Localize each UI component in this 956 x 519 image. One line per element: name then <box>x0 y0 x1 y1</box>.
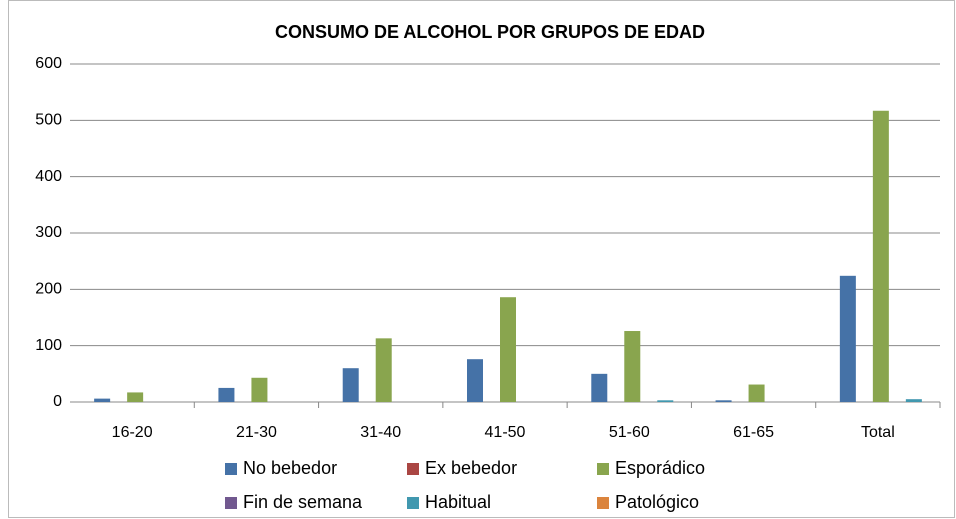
legend-swatch <box>407 497 419 509</box>
x-tick-label: 21-30 <box>236 424 277 441</box>
legend-swatch <box>225 497 237 509</box>
legend-label: Ex bebedor <box>425 458 517 478</box>
y-tick-label: 0 <box>53 393 62 410</box>
legend-swatch <box>597 463 609 475</box>
bar <box>715 400 732 402</box>
x-tick-label: 51-60 <box>609 424 650 441</box>
x-tick-label: 41-50 <box>485 424 526 441</box>
bar <box>872 110 889 403</box>
bar <box>467 359 483 402</box>
x-tick-label: 16-20 <box>112 424 153 441</box>
bar <box>905 399 922 402</box>
bar <box>748 384 765 402</box>
y-tick-label: 600 <box>35 55 62 72</box>
legend-label: Esporádico <box>615 458 705 478</box>
y-tick-label: 200 <box>35 281 62 298</box>
legend-label: No bebedor <box>243 458 337 478</box>
bar <box>94 398 111 402</box>
bar <box>657 400 674 402</box>
bar <box>624 331 641 402</box>
bar <box>375 338 392 402</box>
bar <box>218 387 235 402</box>
bar <box>500 297 516 402</box>
y-tick-label: 300 <box>35 224 62 241</box>
bar <box>591 373 608 402</box>
chart-title: CONSUMO DE ALCOHOL POR GRUPOS DE EDAD <box>275 22 705 42</box>
legend-swatch <box>597 497 609 509</box>
legend-swatch <box>225 463 237 475</box>
legend-label: Fin de semana <box>243 492 363 512</box>
y-tick-label: 500 <box>35 112 62 129</box>
bar <box>251 377 268 402</box>
bar <box>839 275 856 402</box>
x-tick-label: 31-40 <box>360 424 401 441</box>
bar <box>127 392 144 402</box>
bar <box>342 368 359 402</box>
x-tick-label: 61-65 <box>733 424 774 441</box>
x-tick-label: Total <box>861 424 895 441</box>
y-tick-label: 100 <box>35 337 62 354</box>
legend-swatch <box>407 463 419 475</box>
y-tick-label: 400 <box>35 168 62 185</box>
legend-label: Patológico <box>615 492 699 512</box>
chart-frame <box>8 0 955 518</box>
legend-label: Habitual <box>425 492 491 512</box>
